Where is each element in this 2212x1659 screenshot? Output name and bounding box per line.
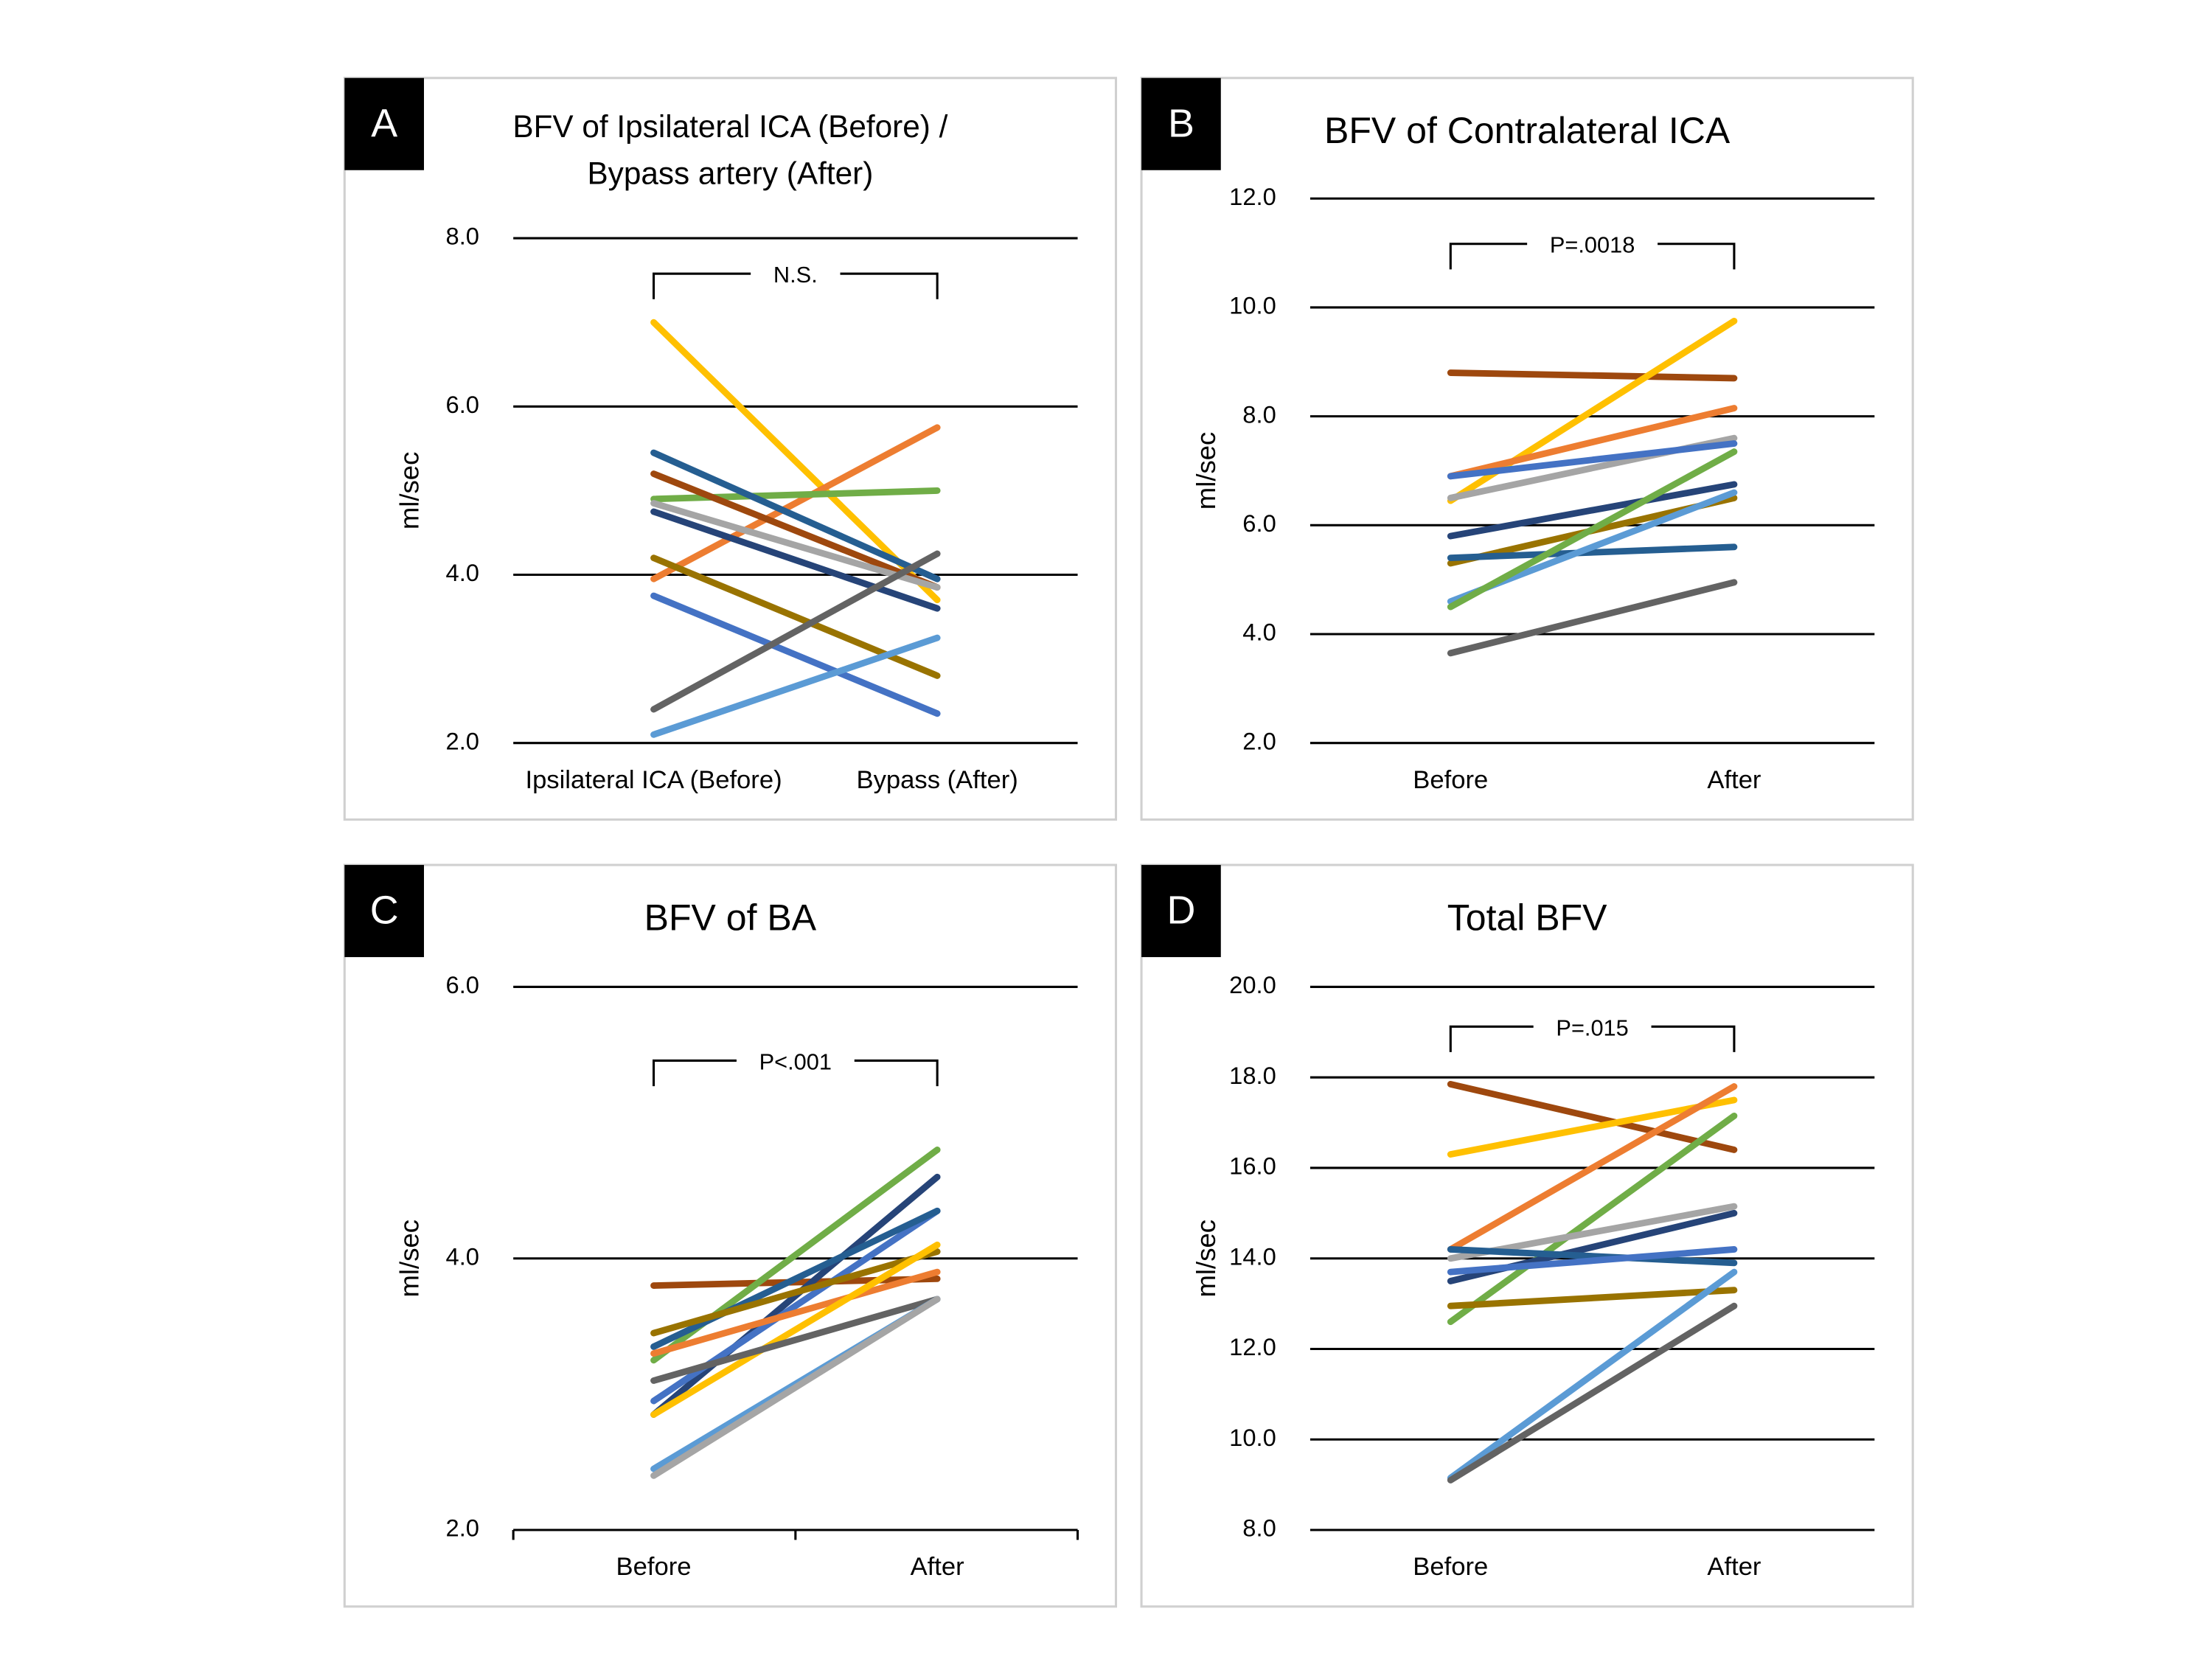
annotation: P=.0018 — [1550, 232, 1635, 258]
series-line — [1447, 440, 1738, 480]
series-line — [650, 592, 941, 717]
x-tick-label: After — [911, 1553, 964, 1581]
panel-letter-box — [344, 865, 424, 958]
y-axis-label: ml/sec — [1191, 432, 1221, 510]
series-line — [1447, 369, 1738, 382]
panel-letter: C — [370, 888, 399, 933]
series-line — [650, 1241, 941, 1418]
panel-letter-box — [1141, 77, 1221, 170]
series-line — [1447, 481, 1738, 540]
panel-frame — [1140, 863, 1914, 1608]
series-line — [1447, 579, 1738, 657]
series-line — [650, 508, 941, 612]
chart-title: Bypass artery (After) — [587, 156, 873, 191]
y-tick-label: 18.0 — [1229, 1062, 1276, 1089]
y-axis-label: ml/sec — [1191, 1220, 1221, 1297]
chart-title: BFV of Ipsilateral ICA (Before) / — [512, 109, 947, 144]
panel: D Total BFV 8.0 10.0 12.0 14.0 16.0 18.0 20.0 ml/… — [1140, 863, 1914, 1608]
series-line — [1447, 1246, 1738, 1267]
x-tick-label: Bypass (After) — [857, 766, 1018, 794]
panel-letter: D — [1166, 888, 1195, 933]
x-tick-label: Before — [616, 1553, 692, 1581]
panel-letter-box — [344, 77, 424, 170]
chart-title: BFV of Contralateral ICA — [1324, 110, 1731, 151]
y-tick-label: 8.0 — [1242, 1514, 1276, 1542]
series-line — [650, 424, 941, 582]
bracket — [653, 1059, 737, 1087]
series-line — [650, 1173, 941, 1418]
series-line — [1447, 1096, 1738, 1158]
y-tick-label: 6.0 — [446, 391, 479, 418]
x-tick-label: Before — [1413, 1553, 1488, 1581]
y-tick-label: 20.0 — [1229, 971, 1276, 998]
chart-title: BFV of BA — [644, 897, 817, 938]
series-line — [650, 487, 941, 503]
bracket — [1449, 243, 1528, 270]
series-line — [1447, 448, 1738, 611]
series-line — [650, 634, 941, 738]
series-line — [650, 500, 941, 591]
annotation: P<.001 — [759, 1048, 832, 1074]
series-line — [1447, 1112, 1738, 1326]
series-line — [650, 1248, 941, 1337]
bracket — [854, 1059, 939, 1087]
bracket — [1449, 1025, 1534, 1052]
series-line — [1447, 1246, 1738, 1276]
panel: C BFV of BA 2.0 4.0 6.0 ml/sec Before After P<.0… — [343, 863, 1117, 1608]
y-tick-label: 8.0 — [1242, 400, 1276, 428]
y-tick-label: 6.0 — [446, 971, 479, 998]
bracket — [1658, 243, 1736, 270]
x-tick-label: Ipsilateral ICA (Before) — [525, 766, 782, 794]
series-line — [1447, 1268, 1738, 1481]
y-axis-label: ml/sec — [394, 1220, 424, 1297]
series-line — [650, 1207, 941, 1350]
y-tick-label: 4.0 — [446, 559, 479, 586]
series-line — [1447, 1081, 1738, 1153]
y-tick-label: 2.0 — [446, 1514, 479, 1542]
series-line — [650, 449, 941, 582]
y-axis-label: ml/sec — [394, 452, 424, 529]
series-line — [650, 1295, 941, 1479]
y-tick-label: 4.0 — [446, 1242, 479, 1270]
bracket — [653, 272, 751, 299]
x-tick-label: After — [1707, 1553, 1761, 1581]
series-line — [1447, 1083, 1738, 1253]
y-tick-label: 16.0 — [1229, 1152, 1276, 1180]
y-tick-label: 10.0 — [1229, 1424, 1276, 1451]
y-tick-label: 4.0 — [1242, 619, 1276, 646]
y-tick-label: 10.0 — [1229, 292, 1276, 319]
series-line — [1447, 405, 1738, 480]
annotation: N.S. — [773, 262, 818, 288]
annotation: P=.015 — [1556, 1015, 1628, 1040]
series-line — [1447, 1302, 1738, 1484]
x-tick-label: Before — [1413, 766, 1488, 794]
panel-letter: A — [371, 101, 397, 145]
y-tick-label: 6.0 — [1242, 509, 1276, 537]
series-line — [650, 470, 941, 591]
y-tick-label: 2.0 — [446, 727, 479, 754]
y-tick-label: 12.0 — [1229, 183, 1276, 210]
y-tick-label: 2.0 — [1242, 727, 1276, 754]
panel-frame — [343, 77, 1117, 821]
series-line — [650, 1268, 941, 1357]
chart-title: Total BFV — [1447, 897, 1607, 938]
bracket — [840, 272, 939, 299]
x-tick-label: After — [1707, 766, 1761, 794]
panel-letter: B — [1168, 101, 1194, 145]
series-line — [650, 319, 941, 604]
panel-frame — [343, 863, 1117, 1608]
series-line — [650, 550, 941, 713]
panel: A BFV of Ipsilateral ICA (Before) / Bypass… — [343, 77, 1117, 821]
y-tick-label: 14.0 — [1229, 1242, 1276, 1270]
bracket — [1651, 1025, 1736, 1052]
series-line — [650, 1295, 941, 1384]
panel: B BFV of Contralateral ICA 2.0 4.0 6.0 8.0 10.… — [1140, 77, 1914, 821]
series-line — [1447, 1287, 1738, 1310]
y-tick-label: 8.0 — [446, 223, 479, 250]
y-tick-label: 12.0 — [1229, 1333, 1276, 1360]
panel-letter-box — [1141, 865, 1221, 958]
series-line — [1447, 543, 1738, 562]
